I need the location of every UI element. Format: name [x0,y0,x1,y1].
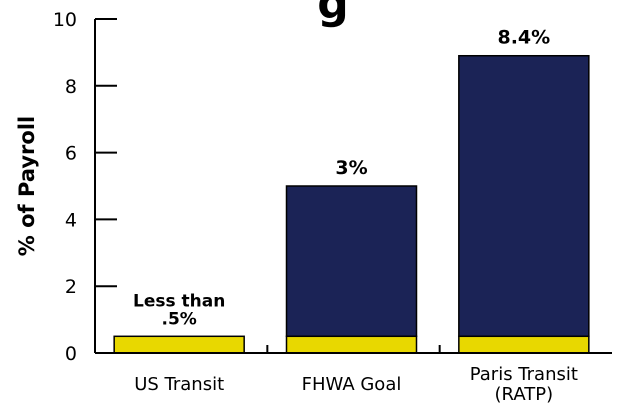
y-tick-label: 8 [65,76,77,98]
data-label: 8.4% [497,27,550,49]
y-tick-label: 0 [65,343,77,365]
bar-segment-base [285,335,418,354]
bar-segment-main [458,54,590,338]
data-label: Less than [133,291,225,311]
y-axis-label: % of Payroll [15,116,39,256]
y-tick-label: 6 [65,143,77,165]
bar-segment-base [458,335,590,354]
data-labels: Less than.5% 3% 8.4% [133,27,550,330]
bar-segment-base [113,335,245,354]
category-labels: US Transit FHWA Goal Paris Transit(RATP) [134,364,578,405]
chart-title-fragment: g [317,0,349,29]
bars [113,54,590,354]
bar-segment-main [285,185,418,338]
category-label: US Transit [134,374,224,395]
category-label: Paris Transit [470,364,578,385]
axes [94,19,612,354]
category-label: (RATP) [495,384,554,405]
category-label: FHWA Goal [302,374,402,395]
y-tick-label: 4 [65,209,77,231]
data-label: 3% [335,157,367,179]
y-tick-label: 10 [53,9,77,31]
y-axis-ticks: 0 2 4 6 8 10 [53,9,117,365]
y-tick-label: 2 [65,276,77,298]
data-label: .5% [162,309,197,329]
